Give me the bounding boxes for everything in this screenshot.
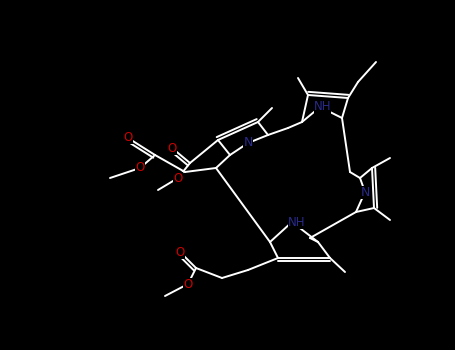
Text: O: O [175, 245, 185, 259]
Text: O: O [183, 278, 192, 290]
Text: NH: NH [288, 216, 305, 229]
Text: O: O [136, 161, 145, 175]
Text: O: O [123, 132, 132, 145]
Text: O: O [173, 172, 182, 184]
Text: NH: NH [313, 100, 331, 113]
Text: O: O [167, 141, 177, 154]
Text: N: N [243, 136, 253, 149]
Text: N: N [360, 186, 369, 198]
